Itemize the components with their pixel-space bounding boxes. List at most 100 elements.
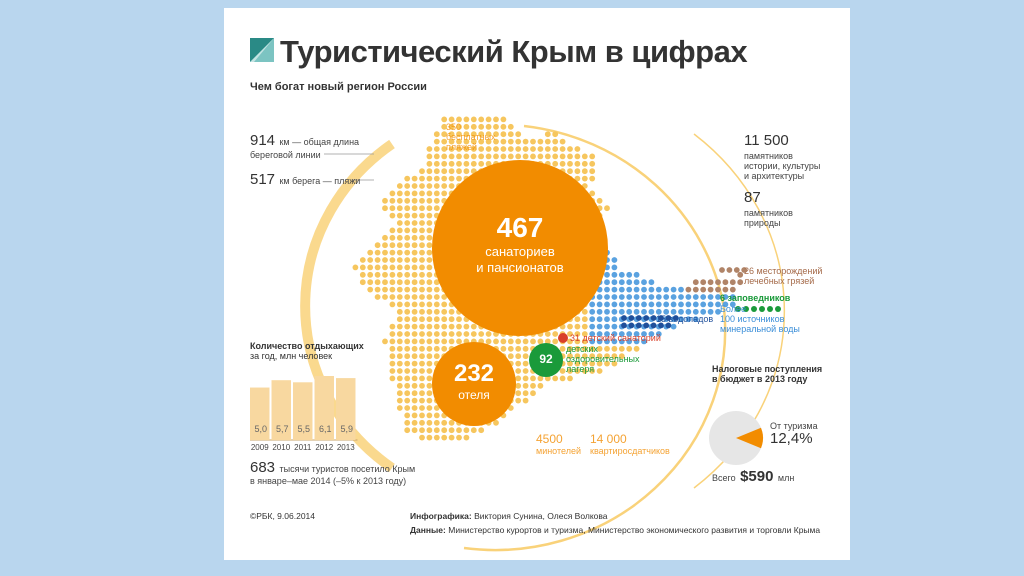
bar-category-label: 2012 — [315, 443, 334, 452]
map-dot — [737, 271, 744, 278]
map-dot — [396, 279, 403, 286]
map-dot — [522, 153, 529, 160]
camp-line1: детских — [566, 344, 598, 354]
map-dot — [448, 116, 455, 123]
hotel-value: 232 — [453, 360, 495, 387]
bar-2009 — [250, 387, 270, 440]
map-dot — [411, 345, 418, 352]
map-dot — [404, 242, 411, 249]
map-dot — [596, 338, 603, 345]
map-dot — [493, 419, 499, 426]
map-dot — [500, 153, 507, 160]
map-dot — [396, 264, 403, 271]
map-dot — [485, 153, 492, 160]
map-dot — [604, 345, 610, 352]
map-dot — [478, 116, 485, 123]
map-dot — [618, 286, 625, 293]
map-dot — [648, 301, 655, 308]
map-dot — [426, 146, 433, 152]
map-dot — [433, 353, 440, 360]
map-dot — [463, 138, 470, 145]
map-dot — [574, 368, 581, 374]
map-dot — [426, 412, 433, 419]
map-dot — [389, 331, 396, 337]
map-dot — [419, 419, 425, 426]
map-dot — [626, 308, 633, 315]
map-dot — [611, 294, 618, 300]
map-dot — [396, 234, 403, 241]
reserve-dot — [759, 306, 765, 312]
map-dot — [596, 301, 603, 308]
map-dot — [559, 153, 566, 160]
map-dot — [448, 138, 455, 145]
map-dot — [567, 338, 573, 345]
map-dot — [389, 353, 396, 360]
map-dot — [589, 190, 596, 197]
map-dot — [515, 353, 522, 360]
map-dot — [396, 345, 403, 352]
map-dot — [352, 264, 359, 271]
map-dot — [478, 146, 485, 152]
infographic-art — [250, 38, 786, 552]
map-dot — [426, 227, 433, 234]
map-dot — [685, 301, 692, 308]
map-dot — [685, 316, 692, 323]
map-dot — [470, 146, 477, 152]
map-dot — [404, 234, 411, 241]
map-dot — [426, 153, 433, 160]
map-dot — [611, 345, 618, 352]
map-dot — [618, 331, 625, 337]
map-dot — [419, 257, 425, 263]
map-dot — [419, 338, 425, 345]
map-dot — [419, 412, 425, 419]
map-dot — [404, 405, 411, 411]
map-dot — [478, 153, 485, 160]
reserve-dot — [751, 306, 757, 312]
map-dot — [456, 138, 462, 145]
map-dot — [419, 397, 425, 404]
map-dot — [441, 168, 448, 175]
pie-slice-value: 12,4% — [770, 430, 813, 447]
map-dot — [567, 153, 573, 160]
map-dot — [433, 168, 440, 175]
map-dot — [411, 427, 418, 434]
map-dot — [663, 308, 670, 315]
map-dot — [663, 286, 670, 293]
map-dot — [456, 168, 462, 175]
map-dot — [441, 146, 448, 152]
camp-value: 92 — [539, 352, 553, 366]
map-dot — [396, 197, 403, 204]
map-dot — [611, 264, 618, 271]
map-dot — [559, 146, 566, 152]
map-dot — [411, 190, 418, 197]
map-dot — [678, 301, 684, 308]
map-dot — [567, 160, 573, 167]
map-dot — [552, 153, 559, 160]
map-dot — [589, 316, 596, 323]
map-dot — [441, 308, 448, 315]
map-dot — [374, 242, 381, 249]
map-dot — [552, 331, 559, 337]
map-dot — [715, 301, 721, 308]
map-dot — [404, 279, 411, 286]
map-dot — [611, 286, 618, 293]
map-dot — [589, 175, 596, 182]
footer-info-label: Инфографика: — [410, 511, 472, 521]
map-dot — [463, 427, 470, 434]
bar-category-label: 2010 — [272, 443, 291, 452]
map-dot — [396, 190, 403, 197]
bar-chart-title: Количество отдыхающих — [250, 341, 364, 351]
map-dot — [411, 353, 418, 360]
map-dot — [411, 360, 418, 367]
map-dot — [567, 331, 573, 337]
map-dot — [411, 331, 418, 337]
map-dot — [404, 286, 411, 293]
map-dot — [433, 146, 440, 152]
footer-data-label: Данные: — [410, 525, 446, 535]
map-dot — [655, 294, 662, 300]
map-dot — [485, 338, 492, 345]
map-dot — [426, 197, 433, 204]
map-dot — [515, 138, 522, 145]
map-dot — [433, 412, 440, 419]
map-dot — [426, 419, 433, 426]
